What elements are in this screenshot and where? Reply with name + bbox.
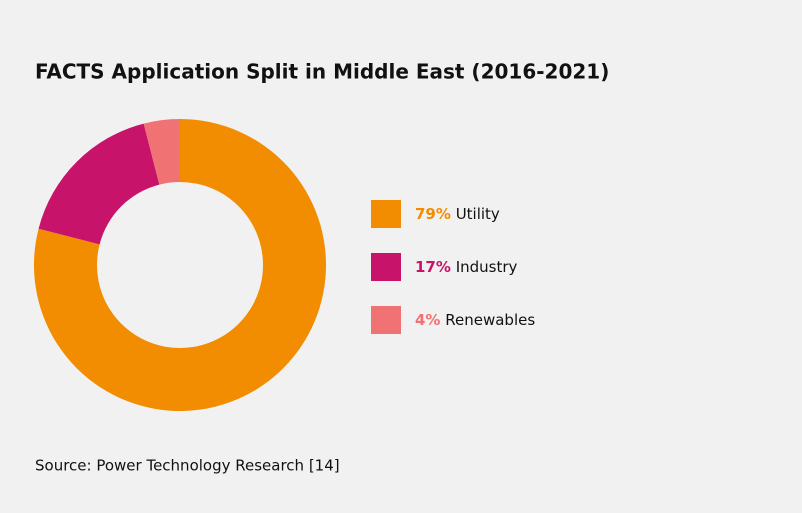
legend-entry: 79% Utility [415, 205, 500, 223]
legend-label: Renewables [445, 311, 535, 329]
legend-value: 17% [415, 258, 451, 276]
legend-swatch [371, 306, 401, 334]
legend-swatch [371, 253, 401, 281]
legend-entry: 17% Industry [415, 258, 518, 276]
donut-slice [38, 123, 160, 245]
legend-value: 4% [415, 311, 440, 329]
legend-label: Industry [456, 258, 518, 276]
source-note: Source: Power Technology Research [14] [35, 457, 340, 475]
legend-label: Utility [456, 205, 500, 223]
chart-title: FACTS Application Split in Middle East (… [35, 60, 609, 84]
legend-entry: 4% Renewables [415, 311, 535, 329]
donut-slice [143, 119, 180, 185]
legend-swatch [371, 200, 401, 228]
donut-slice [34, 119, 327, 411]
legend-value: 79% [415, 205, 451, 223]
